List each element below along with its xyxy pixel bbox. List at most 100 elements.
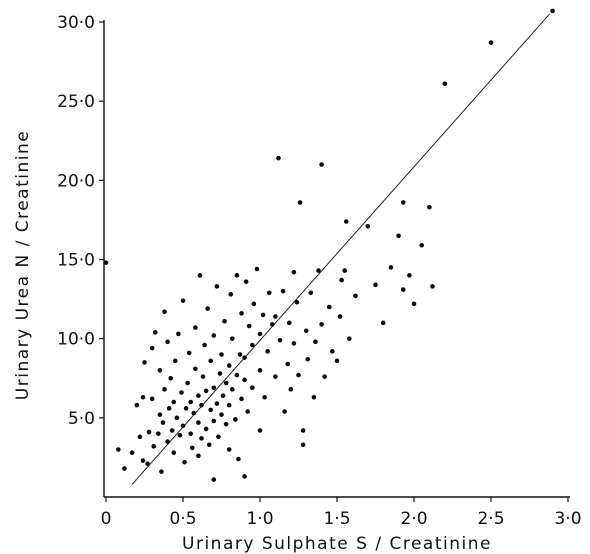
data-point [179,390,184,395]
data-point [442,81,448,87]
data-point [228,292,234,297]
data-point [342,268,348,273]
data-point [430,284,435,289]
data-point [134,402,140,408]
data-point [233,417,238,422]
data-point [171,450,177,455]
data-point [229,336,235,341]
data-point [196,453,201,459]
data-point [146,429,152,435]
data-point [205,306,210,311]
data-point [208,358,214,364]
data-point [216,434,221,440]
data-point [182,459,187,465]
data-point [550,8,555,14]
data-point [303,328,309,334]
data-point [211,385,217,391]
data-point [169,428,175,433]
y-tick-label: 15·0 [57,251,95,271]
data-point [282,409,287,414]
data-point [188,431,193,436]
data-point [273,374,278,379]
data-point [211,418,217,424]
data-point [280,288,286,294]
data-point [208,407,214,413]
data-point [197,273,203,278]
data-point [365,223,371,229]
data-point [203,388,209,394]
data-point [165,339,170,345]
x-tick-label: 1·0 [246,509,273,529]
data-point [234,372,240,378]
data-point [260,312,266,318]
data-point [313,339,318,345]
data-point [226,447,232,452]
data-point [185,380,190,386]
data-point [193,325,198,330]
data-point [242,474,247,479]
data-point [229,387,235,392]
x-tick-label: 0·5 [169,509,196,529]
data-point [151,444,157,449]
data-point [322,374,327,379]
data-point [222,318,227,324]
data-point [149,396,155,402]
data-point [186,350,192,356]
y-tick-label: 5·0 [68,409,95,429]
data-point [183,406,189,411]
data-point [211,477,217,482]
data-point [380,320,386,326]
x-tick-label: 1·5 [323,509,350,529]
data-point [388,265,394,270]
data-point [171,399,177,405]
data-point [488,40,494,45]
data-point [427,204,432,210]
y-tick-label: 20·0 [57,171,95,191]
data-point [162,387,167,392]
data-point [180,423,186,429]
data-point [200,374,206,379]
data-point [250,342,255,348]
data-point [400,287,406,292]
data-point [311,394,317,400]
data-point [373,282,378,288]
y-tick-label: 30·0 [57,13,95,33]
y-tick-label: 25·0 [57,92,95,112]
data-point [270,322,275,327]
data-point [407,273,412,278]
data-point [319,162,324,167]
x-tick-label: 0 [101,509,112,529]
data-point [276,155,281,161]
data-point [300,442,306,448]
data-point [116,447,121,452]
data-point [137,434,143,440]
data-point [330,349,335,354]
data-point [305,356,311,362]
data-point [411,301,417,307]
data-point [122,466,127,471]
data-point [257,428,263,433]
data-point [243,279,249,284]
data-point [286,320,292,326]
data-point [166,406,172,411]
data-point [152,330,158,335]
data-point [277,337,283,343]
data-point [129,450,135,455]
data-point [142,360,147,365]
data-point [319,322,324,327]
data-point [103,260,109,265]
data-point [160,420,166,425]
data-point [316,268,321,273]
data-point [140,458,146,463]
data-point [165,439,170,444]
data-point [396,233,401,239]
data-point [234,273,240,278]
data-point [206,442,212,448]
data-point [400,200,406,205]
data-point [196,420,201,425]
data-point [211,333,217,338]
data-point [347,336,352,341]
data-point [193,366,198,372]
data-point [251,301,257,307]
